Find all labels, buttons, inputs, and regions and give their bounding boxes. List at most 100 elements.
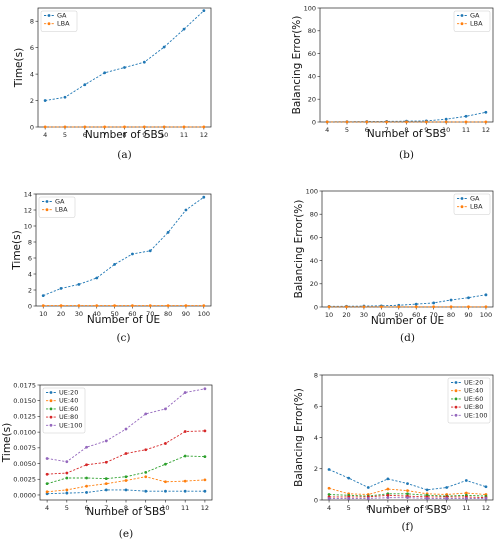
data-point [406, 492, 409, 496]
data-point [406, 496, 409, 500]
y-tick-label: 8 [28, 238, 32, 246]
legend-marker [460, 14, 464, 17]
y-tick-label: 2 [314, 465, 318, 473]
y-tick-label: 4 [30, 70, 34, 78]
y-tick-label: 60 [308, 50, 316, 58]
data-point [484, 293, 488, 297]
data-point [386, 477, 390, 481]
legend-label: UE:80 [464, 403, 483, 411]
x-tick-label: 12 [200, 131, 208, 139]
x-tick-label: 5 [65, 504, 69, 512]
legend-box [447, 377, 491, 424]
data-point [484, 120, 488, 124]
x-tick-label: 30 [360, 311, 368, 319]
x-tick-label: 6 [83, 131, 87, 139]
y-axis-label: Time(s) [13, 48, 25, 88]
x-axis-label: Number of SBS [367, 128, 447, 140]
data-point [124, 452, 128, 455]
data-point [65, 460, 69, 464]
x-tick-label: 50 [110, 310, 118, 318]
legend-marker [49, 399, 53, 403]
data-point [345, 120, 349, 124]
data-point [95, 276, 99, 280]
legend-marker [454, 413, 458, 417]
data-point [164, 489, 167, 493]
data-point [405, 120, 408, 124]
legend-label: UE:100 [59, 421, 82, 429]
legend-marker [49, 423, 53, 427]
data-point [444, 117, 448, 121]
data-point [203, 478, 207, 482]
y-tick-label: 0.0125 [13, 413, 36, 421]
x-tick-label: 12 [201, 504, 209, 512]
data-point [85, 445, 88, 449]
data-point [148, 249, 152, 253]
data-point [484, 305, 488, 309]
data-point [164, 480, 167, 484]
x-tick-label: 8 [124, 504, 128, 512]
data-point [445, 497, 449, 500]
y-tick-label: 0 [312, 118, 316, 126]
data-point [162, 45, 166, 49]
x-tick-label: 6 [366, 504, 370, 512]
data-point [148, 304, 152, 307]
y-tick-label: 12 [24, 206, 32, 214]
data-point [347, 476, 351, 480]
x-tick-label: 12 [482, 126, 490, 134]
data-point [104, 482, 108, 486]
x-tick-label: 11 [181, 504, 189, 512]
data-point [164, 407, 167, 411]
data-point [103, 71, 107, 75]
y-axis-label: Time(s) [1, 423, 13, 463]
x-tick-label: 4 [325, 126, 329, 134]
x-tick-label: 7 [385, 126, 389, 134]
x-tick-label: 9 [424, 126, 428, 134]
data-point [104, 439, 108, 443]
data-point [144, 489, 148, 493]
data-point [327, 468, 331, 471]
x-tick-label: 7 [103, 131, 107, 139]
y-tick-label: 8 [314, 371, 318, 379]
y-tick-label: 40 [308, 73, 316, 81]
data-point [184, 304, 188, 307]
data-point [104, 460, 108, 464]
legend-marker [460, 22, 464, 26]
data-point [41, 304, 45, 307]
legend-label: UE:20 [59, 389, 78, 397]
y-tick-label: 0.0050 [13, 460, 36, 468]
data-point [83, 83, 87, 87]
y-axis-label: Balancing Error(%) [293, 388, 305, 487]
data-point [444, 120, 448, 124]
data-point [124, 475, 128, 479]
legend-label: GA [470, 195, 480, 203]
data-point [131, 304, 134, 307]
data-point [144, 412, 148, 416]
data-point [386, 487, 390, 491]
data-point [347, 497, 351, 500]
data-point [464, 497, 468, 500]
y-axis-label: Time(s) [11, 230, 23, 270]
panel-caption: (b) [399, 149, 414, 161]
y-tick-label: 0 [28, 302, 32, 310]
y-tick-label: 100 [306, 187, 318, 195]
x-tick-label: 9 [144, 504, 148, 512]
data-point [166, 231, 170, 234]
data-point [95, 304, 99, 307]
series-line-ga [43, 196, 205, 297]
x-tick-label: 9 [142, 131, 146, 139]
legend-marker [45, 200, 49, 203]
x-tick-label: 11 [462, 126, 470, 134]
legend-label: UE:40 [59, 397, 78, 405]
data-point [131, 252, 134, 256]
legend-label: UE:20 [464, 379, 483, 387]
legend-marker [49, 407, 53, 411]
data-point [45, 490, 49, 494]
data-point [123, 66, 126, 69]
data-point [203, 429, 207, 433]
y-tick-label: 80 [310, 211, 318, 219]
series-line-ue40 [47, 476, 205, 493]
x-tick-label: 60 [128, 310, 136, 318]
